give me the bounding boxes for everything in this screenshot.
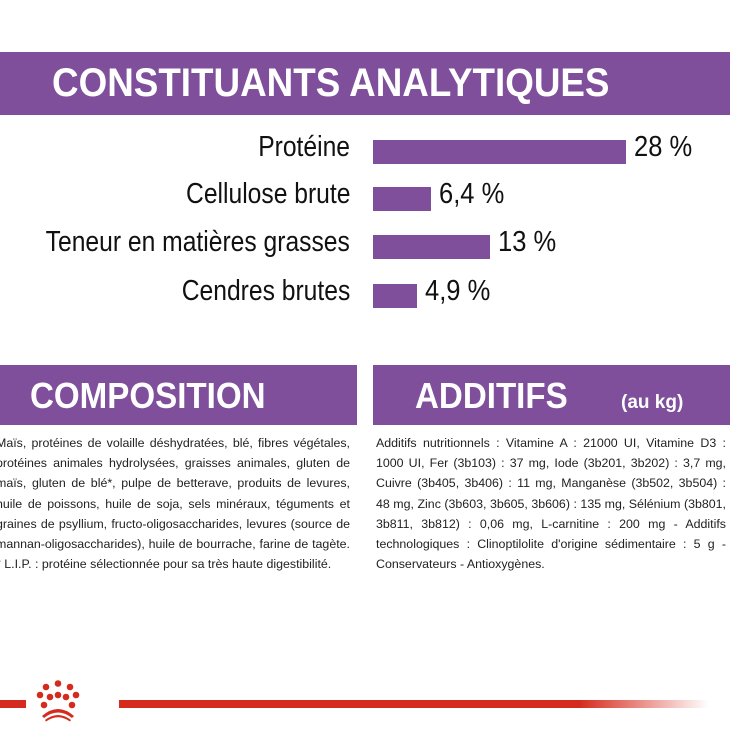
additifs-title: ADDITIFS <box>415 375 568 416</box>
additifs-subtitle: (au kg) <box>621 392 684 413</box>
value-label: 4,9 % <box>425 275 491 307</box>
value-label: 13 % <box>498 226 557 258</box>
additifs-header: ADDITIFS (au kg) <box>373 365 730 425</box>
composition-header: COMPOSITION <box>0 365 357 425</box>
composition-title: COMPOSITION <box>30 375 266 416</box>
value-label: 6,4 % <box>438 178 505 210</box>
bar <box>373 187 431 211</box>
bar <box>373 284 418 308</box>
value-label: 28 % <box>634 131 693 163</box>
category-label: Protéine <box>258 131 350 163</box>
bar <box>373 235 491 259</box>
chart-title-band: CONSTITUANTS ANALYTIQUES <box>0 52 730 115</box>
chart-title: CONSTITUANTS ANALYTIQUES <box>52 61 610 105</box>
category-label: Cendres brutes <box>181 275 350 307</box>
footer-line-left <box>0 700 26 708</box>
bar <box>373 140 626 164</box>
category-label: Cellulose brute <box>185 178 350 210</box>
category-label: Teneur en matières grasses <box>45 226 350 258</box>
footer-line-right <box>119 700 709 708</box>
composition-text: Maïs, protéines de volaille déshydratées… <box>0 436 350 572</box>
additifs-text: Additifs nutritionnels : Vitamine A : 21… <box>376 436 726 572</box>
royal-canin-crown-icon <box>36 680 80 722</box>
